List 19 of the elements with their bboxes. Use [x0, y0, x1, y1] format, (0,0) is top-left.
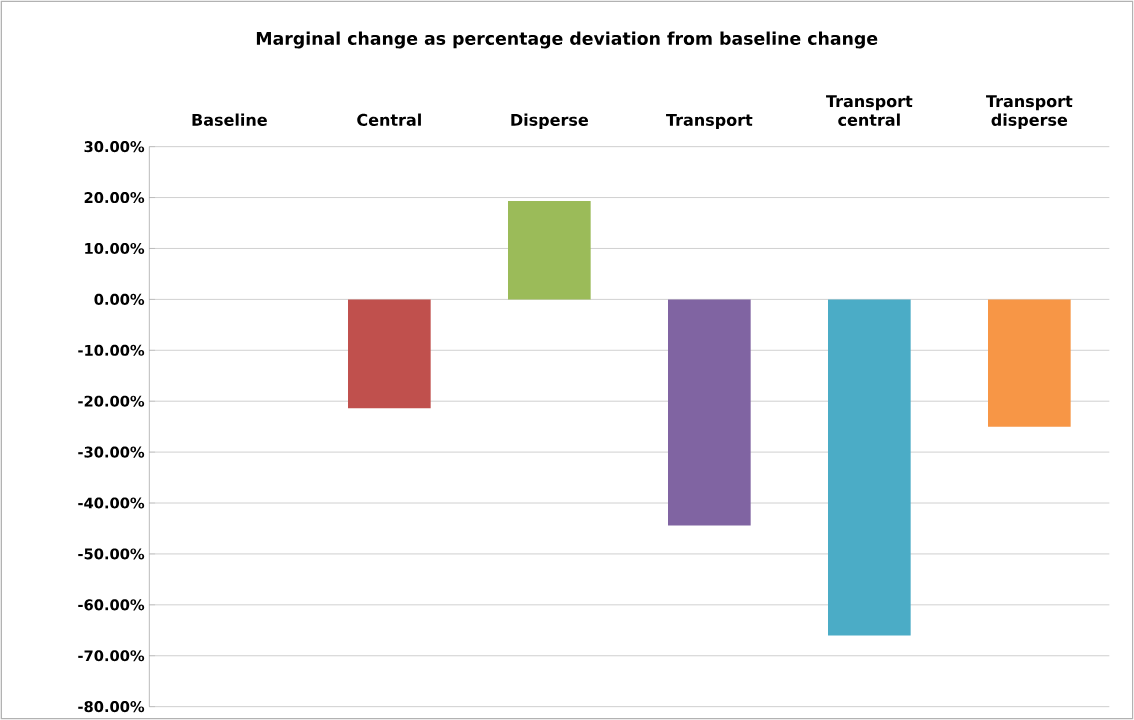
- y-tick-label: 20.00%: [84, 192, 145, 204]
- y-tick-label: 30.00%: [84, 141, 145, 153]
- y-tick-label: -80.00%: [78, 701, 145, 713]
- y-tick-label: 10.00%: [85, 242, 145, 255]
- x-tick-label: Disperse: [511, 113, 588, 129]
- x-tick-label: Baseline: [192, 113, 267, 126]
- y-tick-label: -30.00%: [78, 446, 145, 458]
- x-tick-label: Transport central: [826, 95, 913, 126]
- y-tick-label: -40.00%: [78, 497, 145, 509]
- y-tick-label: -20.00%: [78, 395, 145, 407]
- y-tick-label: -10.00%: [78, 344, 145, 356]
- x-tick-label: Central: [357, 113, 421, 126]
- y-tick-label: -50.00%: [78, 548, 145, 560]
- y-tick-label: -60.00%: [78, 599, 145, 611]
- y-tick-label: 0.00%: [94, 293, 145, 305]
- x-tick-label: Transport disperse: [986, 95, 1073, 129]
- x-tick-label: Transport: [666, 114, 753, 129]
- y-tick-label: -70.00%: [78, 650, 145, 662]
- chart-title: Marginal change as percentage deviation from baseline change: [256, 31, 878, 49]
